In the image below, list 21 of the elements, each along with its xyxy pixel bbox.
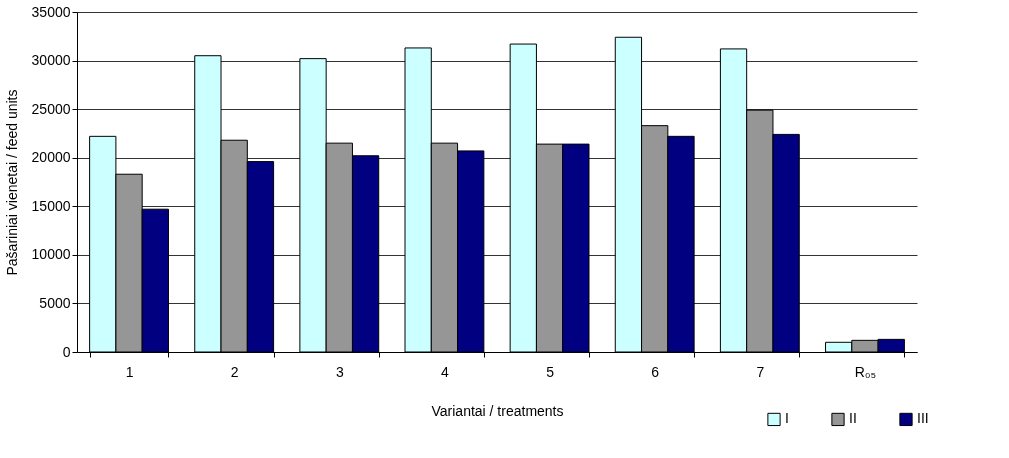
x-axis-title: Variantai / treatments xyxy=(431,402,564,419)
y-tick-label: 20000 xyxy=(31,149,71,166)
x-tick-label: 2 xyxy=(230,363,239,380)
y-tick-label: 10000 xyxy=(31,246,71,263)
legend-label: III xyxy=(917,410,929,427)
x-tick-label: 6 xyxy=(651,363,660,380)
x-tick-label: 3 xyxy=(335,363,344,380)
y-tick-label: 30000 xyxy=(31,52,71,69)
legend-label: II xyxy=(849,410,857,427)
x-tick-label: 7 xyxy=(756,363,765,380)
x-tick-label: R₀₅ xyxy=(854,363,877,380)
legend-label: I xyxy=(785,410,789,427)
x-tick-label: 4 xyxy=(441,363,450,380)
y-axis-title: Pašariniai vienetai / feed units xyxy=(3,89,20,276)
x-tick-label: 1 xyxy=(125,363,134,380)
y-tick-label: 35000 xyxy=(31,3,71,20)
x-tick-label: 5 xyxy=(546,363,555,380)
y-tick-label: 5000 xyxy=(39,294,71,311)
y-tick-label: 0 xyxy=(62,343,71,360)
y-tick-label: 25000 xyxy=(31,100,71,117)
y-tick-label: 15000 xyxy=(31,197,71,214)
